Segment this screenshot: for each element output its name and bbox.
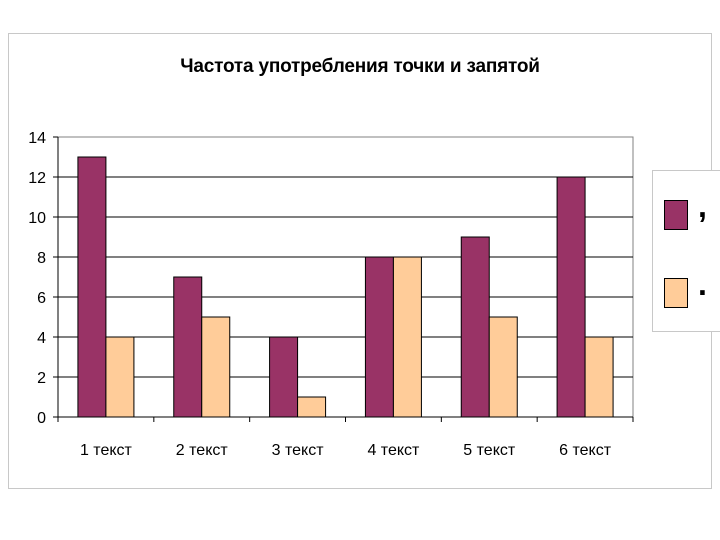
bar-comma-2 [173,276,203,418]
x-tick-label: 2 текст [176,442,229,459]
x-tick-label: 4 текст [367,442,420,459]
y-tick-label: 8 [37,250,46,267]
bar-period-3 [297,396,327,418]
y-tick-label: 14 [28,130,46,147]
plot-frame [57,136,634,418]
bar-comma-6 [556,176,586,418]
bar-comma-4 [364,256,394,418]
legend-item-comma: , [664,188,720,230]
y-tick-label: 6 [37,290,46,307]
x-tick-label: 1 текст [80,442,133,459]
y-tick-label: 10 [28,210,46,227]
bars [77,156,614,418]
legend: , . [652,170,720,332]
bar-period-2 [201,316,231,418]
gridlines [58,176,633,378]
bar-period-5 [488,316,518,418]
bar-period-1 [105,336,135,418]
y-tick-label: 4 [37,330,46,347]
legend-swatch-comma [664,200,688,230]
x-tick-label: 5 текст [463,442,516,459]
x-tick-label: 6 текст [559,442,612,459]
legend-label-period: . [698,266,707,302]
bar-period-6 [584,336,614,418]
legend-label-comma: , [698,188,707,224]
y-tick-label: 12 [28,170,46,187]
y-axis: 0 2 4 6 8 10 12 14 [28,130,59,427]
bar-comma-3 [269,336,299,418]
x-axis: 1 текст 2 текст 3 текст 4 текст 5 текст 6 тек… [57,416,634,459]
x-tick-label: 3 текст [272,442,325,459]
y-tick-label: 0 [37,410,46,427]
bar-period-4 [392,256,422,418]
y-tick-label: 2 [37,370,46,387]
bar-comma-1 [77,156,107,418]
bar-comma-5 [460,236,490,418]
legend-item-period: . [664,266,720,308]
legend-swatch-period [664,278,688,308]
chart-title: Частота употребления точки и запятой [180,56,540,77]
